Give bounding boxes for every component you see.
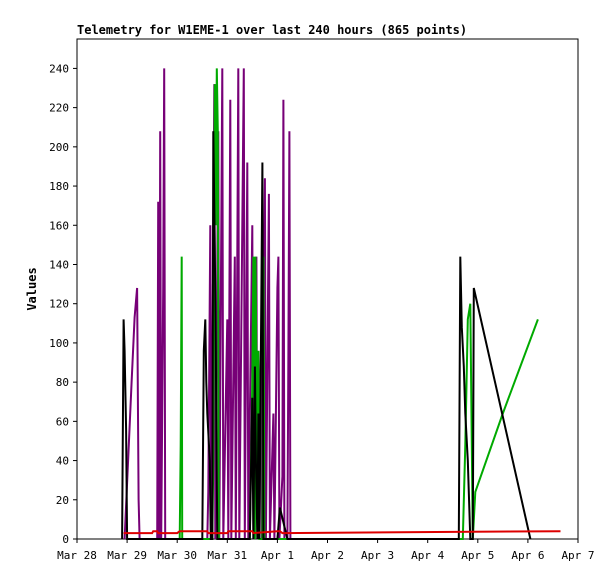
y-axis-label: Values (25, 267, 39, 310)
x-tick-label: Mar 29 (107, 549, 147, 562)
y-tick-label: 120 (49, 298, 69, 311)
y-tick-label: 140 (49, 258, 69, 271)
x-tick-label: Apr 3 (361, 549, 394, 562)
series-line-1 (123, 68, 298, 540)
x-tick-label: Apr 5 (461, 549, 494, 562)
y-tick-label: 240 (49, 62, 69, 75)
series-layer (121, 68, 561, 540)
axes-layer: 0 20 40 60 80 100 120 140 160 180 200 220 240 Mar 28 M… (49, 62, 594, 562)
x-tick-label: Apr 1 (261, 549, 294, 562)
y-tick-label: 160 (49, 219, 69, 232)
y-tick-label: 200 (49, 141, 69, 154)
y-tick-label: 40 (56, 455, 69, 468)
y-tick-label: 80 (56, 376, 69, 389)
x-tick-label: Apr 2 (311, 549, 344, 562)
x-tick-label: Mar 28 (57, 549, 97, 562)
x-tick-label: Apr 4 (411, 549, 444, 562)
x-tick-label: Apr 7 (561, 549, 594, 562)
series-line-3 (121, 131, 532, 540)
series-line-4 (123, 530, 561, 535)
y-tick-label: 100 (49, 337, 69, 350)
plot-area-frame (76, 38, 579, 540)
y-tick-label: 20 (56, 494, 69, 507)
chart-title: Telemetry for W1EME-1 over last 240 hour… (77, 23, 467, 37)
y-tick-label: 220 (49, 102, 69, 115)
x-tick-label: Mar 30 (157, 549, 197, 562)
y-tick-label: 60 (56, 415, 69, 428)
x-tick-label: Mar 31 (207, 549, 247, 562)
y-tick-label: 0 (62, 533, 69, 546)
y-tick-label: 180 (49, 180, 69, 193)
x-tick-label: Apr 6 (511, 549, 544, 562)
